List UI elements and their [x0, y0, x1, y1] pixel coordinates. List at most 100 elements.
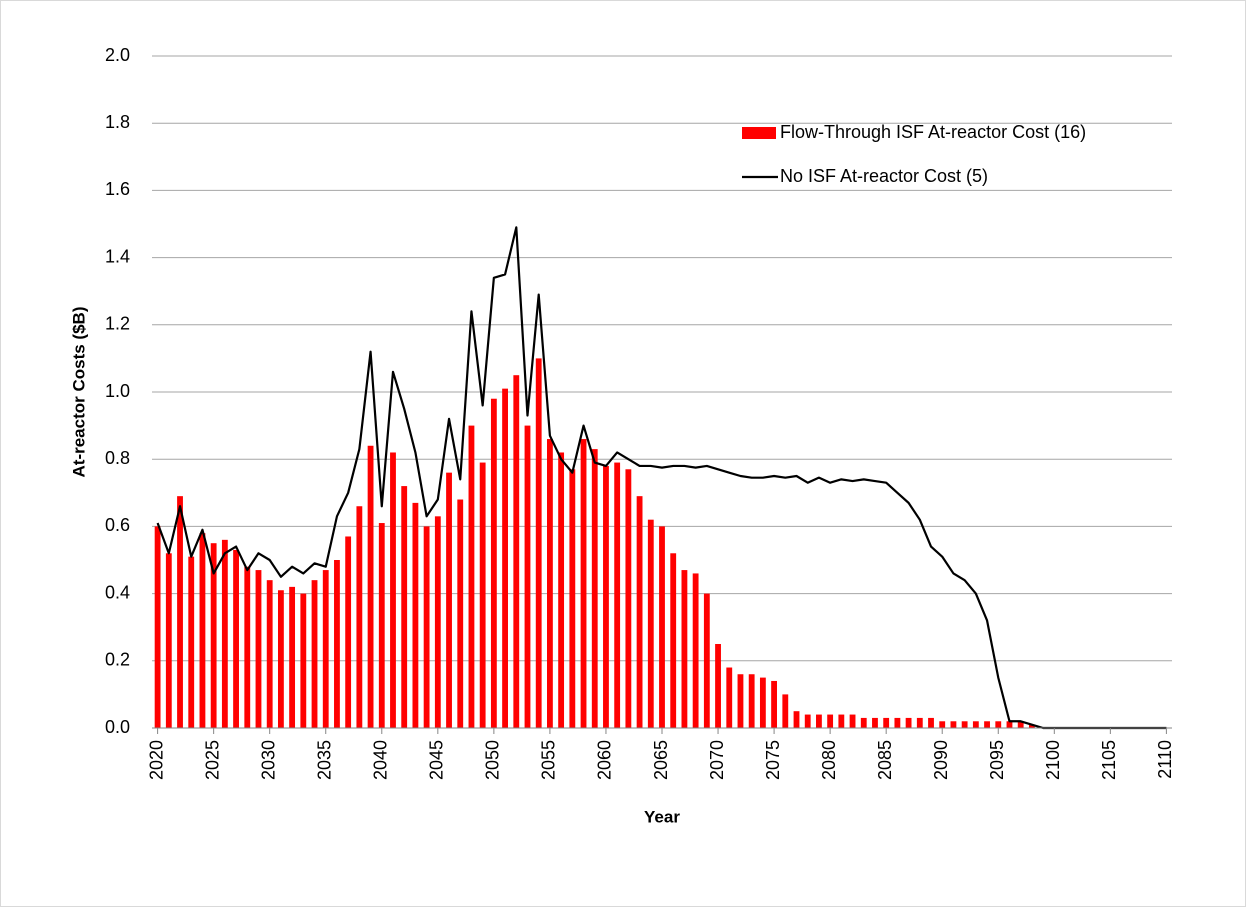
bar	[334, 560, 340, 728]
bar	[916, 717, 923, 728]
bar	[165, 553, 172, 728]
x-tick-label: 2085	[875, 740, 895, 780]
x-tick-label: 2100	[1043, 740, 1063, 780]
bar	[434, 516, 441, 728]
x-tick-label: 2075	[763, 740, 783, 780]
bar	[872, 717, 878, 728]
bar	[860, 717, 867, 728]
bar	[210, 543, 217, 728]
bar	[502, 388, 508, 728]
y-tick-label: 1.2	[105, 314, 130, 334]
bar	[883, 717, 890, 728]
bar	[580, 439, 587, 728]
bar	[804, 714, 811, 728]
bar	[625, 469, 632, 728]
bar	[490, 398, 497, 728]
x-tick-label: 2060	[595, 740, 615, 780]
bar	[782, 694, 789, 728]
x-tick-label: 2080	[819, 740, 839, 780]
y-tick-label: 0.0	[105, 717, 130, 737]
bar	[221, 539, 228, 728]
y-axis-label: At-reactor Costs ($B)	[69, 307, 88, 478]
bar	[771, 680, 778, 728]
bar	[546, 439, 553, 728]
bar	[289, 586, 296, 728]
bar	[647, 519, 654, 728]
bar	[894, 717, 901, 728]
bar	[603, 465, 609, 728]
x-tick-label: 2050	[483, 740, 503, 780]
bar	[984, 721, 990, 728]
bar	[177, 496, 183, 728]
bar	[1006, 721, 1013, 728]
bar	[322, 570, 329, 728]
y-tick-label: 0.4	[105, 582, 130, 602]
x-tick-label: 2070	[707, 740, 727, 780]
bar	[356, 506, 363, 728]
bar	[950, 721, 957, 728]
y-tick-label: 1.0	[105, 381, 130, 401]
bar	[266, 580, 273, 728]
bar	[367, 445, 374, 728]
bar	[715, 644, 721, 728]
x-tick-label: 2035	[314, 740, 334, 780]
bar	[277, 590, 284, 728]
bar	[614, 462, 621, 728]
bar	[670, 553, 677, 728]
bar	[513, 375, 520, 728]
bar	[558, 452, 565, 728]
x-tick-label: 2065	[651, 740, 671, 780]
bar	[468, 425, 475, 728]
x-axis-label: Year	[644, 807, 680, 826]
y-tick-label: 0.6	[105, 515, 130, 535]
x-tick-label: 2090	[931, 740, 951, 780]
bar	[199, 533, 206, 728]
bar	[905, 717, 912, 728]
bar	[995, 721, 1002, 728]
bar	[233, 549, 239, 728]
bar	[188, 556, 195, 728]
legend-label: No ISF At-reactor Cost (5)	[780, 166, 988, 186]
x-tick-label: 2030	[258, 740, 278, 780]
bar	[446, 472, 452, 728]
y-tick-label: 1.6	[105, 179, 130, 199]
bar	[423, 526, 430, 728]
bar	[928, 717, 934, 728]
y-tick-label: 2.0	[105, 45, 130, 65]
x-tick-label: 2095	[987, 740, 1007, 780]
line	[156, 226, 1167, 730]
bar	[849, 714, 856, 728]
bar	[827, 714, 834, 728]
bar	[154, 526, 161, 728]
bar	[793, 711, 800, 728]
bar	[1017, 721, 1024, 728]
y-tick-label: 1.4	[105, 246, 130, 266]
bar	[244, 566, 251, 728]
bar	[524, 425, 531, 728]
x-tick-label: 2040	[371, 740, 391, 780]
bar	[681, 570, 688, 728]
bar	[838, 714, 845, 728]
bar	[636, 496, 643, 728]
y-tick-label: 0.2	[105, 650, 130, 670]
x-tick-label: 2045	[427, 740, 447, 780]
bar	[412, 502, 419, 728]
x-tick-label: 2055	[539, 740, 559, 780]
bar	[300, 593, 307, 728]
bar	[737, 674, 744, 728]
bar	[939, 721, 946, 728]
bar	[692, 573, 699, 728]
x-tick-label: 2105	[1099, 740, 1119, 780]
x-tick-label: 2020	[146, 740, 166, 780]
bar	[457, 499, 464, 728]
bar	[535, 358, 542, 728]
bar	[1028, 724, 1035, 728]
bar	[390, 452, 396, 728]
bar	[591, 449, 598, 728]
bar	[703, 593, 710, 728]
bar	[569, 469, 576, 728]
bar	[961, 721, 968, 728]
bar	[311, 580, 318, 728]
